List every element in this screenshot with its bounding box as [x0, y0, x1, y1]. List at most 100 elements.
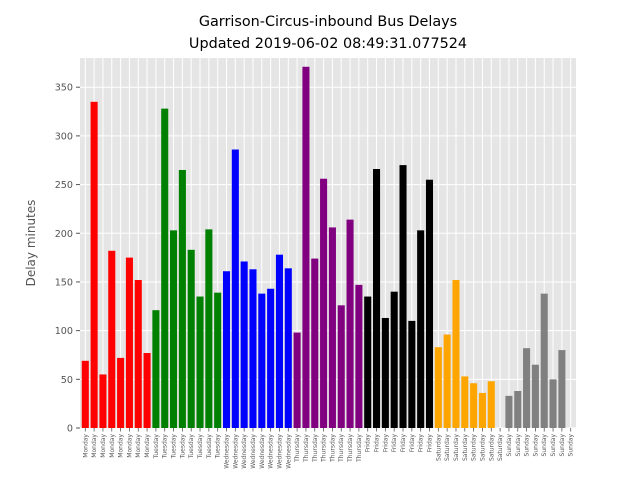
x-tick-label: Thursday — [356, 434, 363, 463]
bar — [178, 169, 186, 428]
x-tick-label: Friday — [409, 434, 416, 453]
x-tick-label: Sunday — [506, 434, 513, 457]
x-tick-label: Thursday — [312, 434, 319, 463]
bar — [346, 219, 354, 428]
bar — [170, 230, 178, 428]
x-tick-label: Sunday — [541, 434, 548, 457]
x-tick-label: Sunday — [524, 434, 531, 457]
x-tick-label: Wednesday — [276, 434, 283, 469]
bar — [531, 364, 539, 428]
bar — [249, 269, 257, 428]
x-tick-label: Thursday — [347, 434, 354, 463]
x-tick-label: Monday — [144, 434, 151, 458]
bar — [337, 305, 345, 428]
bar — [81, 360, 89, 428]
bar — [108, 250, 116, 428]
x-tick-label: Thursday — [329, 434, 336, 463]
y-tick-label: 250 — [55, 180, 73, 191]
x-tick-label: Friday — [400, 434, 407, 453]
bar — [117, 357, 125, 428]
y-tick-labels: 0 50 100 150 200 250 300 350 — [55, 83, 80, 435]
x-tick-label: Friday — [418, 434, 425, 453]
bar — [267, 288, 275, 428]
y-tick-label: 300 — [55, 131, 73, 142]
x-tick-label: Monday — [118, 434, 125, 458]
bar — [461, 376, 469, 428]
bar — [514, 391, 522, 428]
bar — [187, 249, 195, 428]
bar — [549, 379, 557, 428]
bar — [558, 350, 566, 428]
x-tick-label: Friday — [365, 434, 372, 453]
x-tick-label: Wednesday — [268, 434, 275, 469]
x-tick-label: Saturday — [453, 434, 460, 461]
bar — [487, 381, 495, 428]
x-tick-label: Sunday — [515, 434, 522, 457]
bar — [399, 165, 407, 428]
bar — [425, 179, 434, 428]
bar — [222, 271, 231, 428]
x-tick-label: Friday — [391, 434, 398, 453]
bar — [443, 334, 451, 428]
x-tick-label: Monday — [91, 434, 98, 458]
x-tick-label: Thursday — [294, 434, 301, 463]
bar — [523, 348, 531, 428]
x-tick-label: Thursday — [338, 434, 345, 463]
x-tick-label: Friday — [426, 434, 433, 453]
y-axis-label: Delay minutes — [24, 200, 38, 287]
y-tick-label: 100 — [55, 326, 73, 337]
x-tick-label: Wednesday — [241, 434, 248, 469]
x-tick-label: Wednesday — [285, 434, 292, 469]
x-tick-label: Tuesday — [171, 434, 178, 460]
x-tick-label: Sunday — [550, 434, 557, 457]
bar — [205, 229, 213, 428]
bar — [540, 293, 548, 428]
x-tick-label: Tuesday — [188, 434, 195, 460]
x-tick-label: Thursday — [321, 434, 328, 463]
bar — [355, 284, 363, 428]
chart-title: Garrison-Circus-inbound Bus Delays — [199, 14, 457, 30]
x-tick-label: Friday — [374, 434, 381, 453]
x-tick-labels: Monday Monday Monday Monday Monday Monday Mond… — [82, 428, 575, 469]
y-tick-label: 0 — [67, 424, 73, 435]
bar — [373, 169, 381, 428]
bar — [143, 353, 151, 428]
y-tick-label: 350 — [55, 83, 73, 94]
bars-group — [81, 66, 566, 429]
bar — [258, 293, 266, 428]
bar — [240, 261, 248, 428]
bar — [470, 383, 478, 428]
bar — [434, 347, 442, 428]
bar — [390, 291, 398, 428]
bar — [275, 254, 283, 428]
bar — [196, 296, 204, 428]
bar — [161, 108, 169, 428]
x-tick-label: Wednesday — [232, 434, 239, 469]
x-tick-label: Sunday — [559, 434, 566, 457]
x-tick-label: Saturday — [471, 434, 478, 461]
bar — [214, 292, 222, 428]
x-tick-label: Saturday — [497, 434, 504, 461]
bar — [293, 332, 301, 428]
x-tick-label: Monday — [135, 434, 142, 458]
bar — [478, 392, 486, 428]
x-tick-label: Saturday — [435, 434, 442, 461]
x-tick-label: Sunday — [568, 434, 575, 457]
x-tick-label: Tuesday — [197, 434, 204, 460]
bar — [152, 310, 160, 428]
x-tick-label: Tuesday — [162, 434, 169, 460]
bar — [134, 280, 142, 428]
bar — [99, 374, 107, 428]
bar — [311, 258, 319, 428]
bar — [328, 227, 336, 428]
x-tick-label: Monday — [82, 434, 89, 458]
x-tick-label: Monday — [126, 434, 133, 458]
bar — [284, 268, 292, 428]
bar — [408, 320, 416, 428]
x-tick-label: Friday — [382, 434, 389, 453]
x-tick-label: Saturday — [488, 434, 495, 461]
x-tick-label: Wednesday — [250, 434, 257, 469]
y-tick-label: 50 — [61, 375, 73, 386]
x-tick-label: Tuesday — [215, 434, 222, 460]
